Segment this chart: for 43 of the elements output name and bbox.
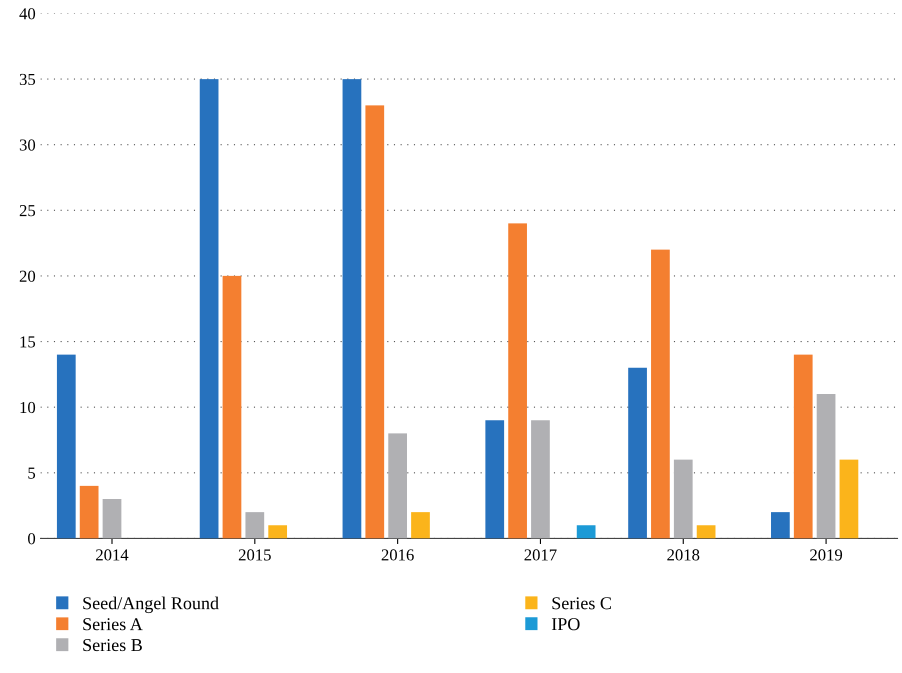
bar (816, 394, 836, 538)
bar (485, 420, 504, 538)
bar (696, 525, 716, 538)
y-tick-label: 20 (20, 270, 36, 282)
bar (508, 223, 527, 538)
x-tick-label: 2017 (524, 549, 557, 561)
bar (388, 433, 407, 538)
x-tick-label: 2014 (96, 549, 128, 561)
bar (531, 420, 550, 538)
bar (102, 499, 122, 538)
bar (411, 512, 430, 538)
bar (245, 512, 264, 538)
legend-label: IPO (552, 618, 580, 630)
bar (342, 79, 362, 538)
bar (576, 525, 596, 538)
bar (794, 354, 813, 538)
bar (771, 512, 790, 538)
bar (674, 460, 693, 538)
y-tick-label: 30 (20, 139, 36, 151)
y-tick-label: 40 (19, 8, 36, 20)
y-tick-label: 15 (20, 336, 36, 348)
legend-label: Series B (83, 639, 142, 652)
bar (268, 525, 288, 538)
x-tick-label: 2016 (382, 549, 414, 561)
bar (651, 250, 670, 538)
legend-label: Series A (83, 618, 143, 630)
bar (628, 368, 647, 538)
x-tick-label: 2019 (810, 549, 842, 561)
y-tick-label: 25 (20, 205, 36, 216)
x-tick-label: 2018 (667, 549, 700, 561)
y-tick-label: 5 (28, 468, 36, 479)
bar (200, 79, 218, 538)
legend-label: Series C (552, 597, 611, 610)
bar (840, 460, 858, 538)
legend-label: Seed/Angel Round (83, 596, 219, 614)
bar (222, 276, 242, 538)
bar (80, 486, 99, 538)
y-tick-label: 10 (20, 402, 36, 414)
bar (365, 105, 384, 538)
y-tick-label: 35 (20, 74, 36, 86)
bar (56, 354, 76, 538)
x-tick-label: 2015 (238, 549, 271, 561)
y-tick-label: 0 (28, 533, 36, 544)
